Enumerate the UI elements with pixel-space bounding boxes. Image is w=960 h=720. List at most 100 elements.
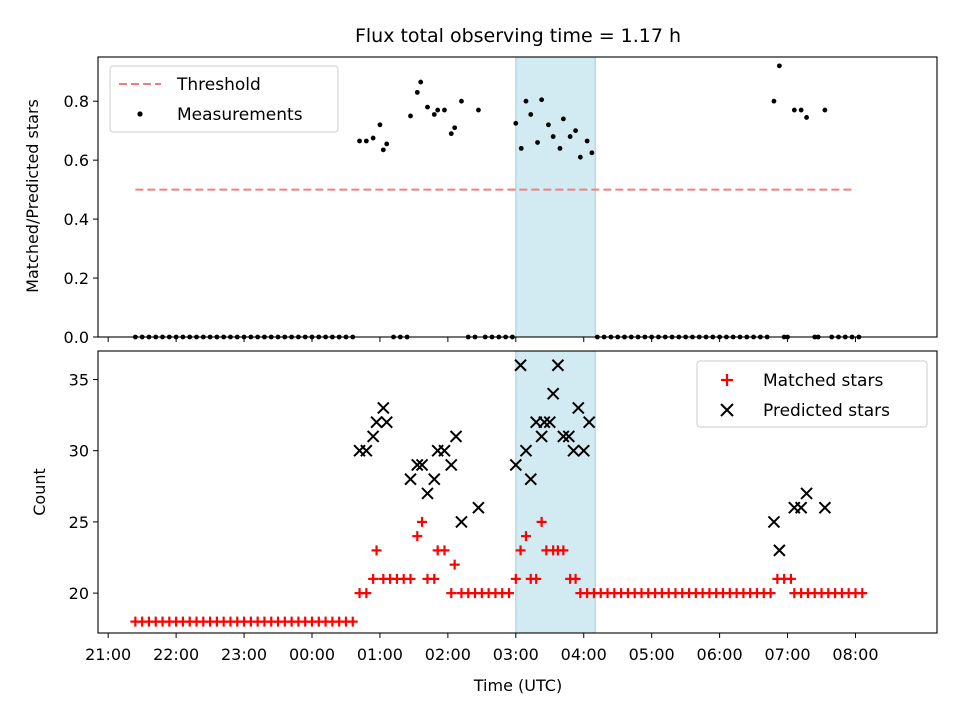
x-axis-label: Time (UTC) (473, 676, 562, 695)
predicted-star-point (538, 416, 551, 429)
predicted-star-point-b (445, 458, 458, 472)
legend-measurements-label: Measurements (177, 105, 303, 125)
bottom-x-ticks: 21:00 22:00 23:00 00:00 01:00 02:00 03:00 04:00… (85, 633, 879, 664)
top-highlight-band (515, 56, 596, 338)
predicted-star-point-b (543, 416, 556, 429)
predicted-star-point-b (551, 359, 565, 372)
bottom-x-tick-label: 03:00 (493, 645, 539, 664)
matched-star-point (536, 516, 547, 527)
predicted-star-point (449, 430, 463, 443)
matched-star-point (429, 573, 440, 584)
matched-star-point (570, 573, 581, 584)
bottom-x-tick-label: 04:00 (561, 645, 607, 664)
predicted-star-point (438, 444, 451, 457)
matched-star-point (520, 531, 531, 542)
predicted-star-point (519, 444, 533, 457)
predicted-star-point (767, 515, 781, 529)
top-panel: 0.00.20.40.60.8 Matched/Predicted stars … (23, 56, 938, 347)
predicted-star-point (370, 416, 383, 429)
matched-star-point (347, 616, 358, 627)
measurement-point (557, 145, 563, 151)
predicted-star-point (794, 501, 808, 514)
matched-star-point (368, 573, 379, 584)
predicted-star-point-b (546, 387, 560, 400)
measurement-point (546, 122, 551, 128)
predicted-star-point-b (438, 444, 451, 457)
matched-star-point (361, 588, 372, 599)
top-y-axis-label: Matched/Predicted stars (23, 99, 42, 293)
measurement-point (513, 120, 519, 126)
measurement-point (771, 98, 777, 104)
bottom-legend: Matched stars Predicted stars (696, 360, 928, 428)
predicted-star-point (411, 458, 424, 472)
bottom-x-tick-label: 22:00 (153, 645, 199, 664)
top-y-tick-label: 0.8 (64, 92, 89, 111)
predicted-star-point (428, 472, 441, 486)
measurement-point (363, 138, 369, 144)
matched-star-point (765, 588, 776, 599)
predicted-star-point (535, 430, 548, 443)
top-axes-frame (97, 56, 938, 338)
bottom-x-tick-label: 08:00 (832, 645, 878, 664)
predicted-star-point-b (360, 444, 373, 457)
predicted-star-point (377, 401, 390, 415)
top-y-tick-label: 0.2 (64, 269, 89, 288)
measurement-point (791, 107, 797, 113)
matched-star-point (371, 545, 382, 556)
predicted-star-point (551, 359, 565, 372)
predicted-star-point (366, 430, 380, 443)
predicted-star-point-b (794, 501, 808, 514)
bottom-x-tick-label: 06:00 (697, 645, 743, 664)
measurement-point (380, 147, 386, 153)
predicted-star-point (455, 515, 468, 529)
bottom-y-tick-label: 35 (69, 370, 89, 389)
predicted-star-point (582, 416, 596, 429)
predicted-star-point (543, 416, 556, 429)
bottom-axes-frame (97, 350, 938, 634)
predicted-star-point-b (428, 472, 441, 486)
predicted-star-point-b (415, 458, 429, 472)
measurement-point (560, 116, 566, 122)
measurement-point (528, 112, 534, 117)
legend-predicted-label: Predicted stars (763, 401, 890, 421)
matched-star-point (412, 531, 423, 542)
predicted-star-point (404, 472, 417, 486)
matched-stars-series (130, 516, 868, 627)
predicted-star-point (445, 458, 458, 472)
predicted-star-point-b (582, 416, 596, 429)
measurement-point (384, 141, 390, 147)
legend-matched-swatch (721, 374, 733, 386)
bottom-y-tick-label: 20 (69, 584, 89, 603)
measurement-point (539, 97, 545, 103)
predicted-star-point (818, 501, 832, 514)
bottom-panel: 20 25 30 35 21:00 22:00 23:00 00:00 01:00 02:00 0… (30, 350, 938, 695)
bottom-x-tick-label: 01:00 (357, 645, 403, 664)
predicted-star-point-b (767, 515, 781, 529)
matched-star-point (417, 516, 428, 527)
measurement-point (518, 145, 524, 151)
top-y-tick-label: 0.4 (64, 210, 89, 229)
measurement-point (448, 131, 454, 137)
measurement-point (459, 98, 464, 104)
bottom-x-tick-label: 07:00 (764, 645, 810, 664)
measurement-point (414, 89, 420, 95)
measurement-point (550, 134, 556, 139)
predicted-star-point (773, 544, 786, 557)
predicted-star-point-b (514, 359, 527, 372)
matched-star-point (857, 588, 868, 599)
predicted-star-point (421, 487, 434, 500)
measurement-point (357, 138, 362, 144)
predicted-star-point-b (455, 515, 468, 529)
predicted-star-point-b (524, 472, 537, 486)
bottom-y-tick-label: 25 (69, 513, 89, 532)
legend-threshold-label: Threshold (176, 75, 261, 95)
matched-star-point (515, 545, 526, 556)
measurement-point (577, 154, 583, 160)
predicted-star-point-b (557, 430, 570, 443)
measurement-point (567, 134, 573, 139)
measurement-point (804, 115, 809, 120)
bottom-y-ticks: 20 25 30 35 (69, 370, 98, 603)
predicted-star-point-b (519, 444, 533, 457)
predicted-star-point (472, 501, 485, 514)
measurement-point (442, 107, 447, 113)
